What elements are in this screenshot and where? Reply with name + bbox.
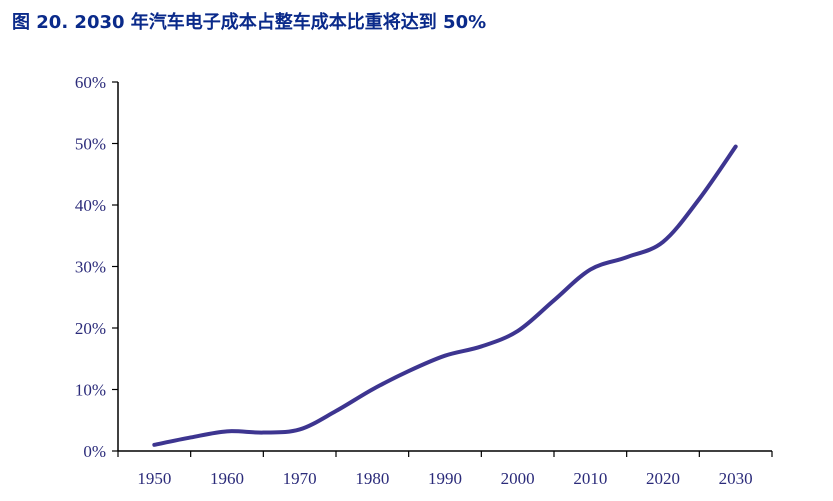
x-tick-label: 2020 [646, 469, 680, 488]
x-tick-label: 2030 [719, 469, 753, 488]
x-tick-label: 2000 [501, 469, 535, 488]
chart-title: 图 20. 2030 年汽车电子成本占整车成本比重将达到 50% [12, 12, 487, 33]
y-tick-label: 40% [75, 196, 106, 215]
x-tick-label: 1960 [210, 469, 244, 488]
x-tick-label: 1950 [137, 469, 171, 488]
x-tick-label: 1970 [283, 469, 317, 488]
x-tick-label: 1990 [428, 469, 462, 488]
y-tick-label: 50% [75, 135, 106, 154]
chart-axes [117, 82, 772, 452]
x-axis-ticks: 1950 1960 1970 1980 1990 2000 2010 2020 2030 [117, 451, 773, 488]
y-axis-ticks: 0% 10% 20% 30% 40% 50% 60% [75, 73, 118, 461]
x-tick-label: 2010 [573, 469, 607, 488]
series-line [152, 144, 738, 447]
y-tick-label: 60% [75, 73, 106, 92]
y-tick-label: 20% [75, 319, 106, 338]
chart-series [152, 144, 738, 447]
y-tick-label: 0% [83, 442, 106, 461]
y-tick-label: 10% [75, 381, 106, 400]
x-tick-label: 1980 [355, 469, 389, 488]
y-tick-label: 30% [75, 258, 106, 277]
